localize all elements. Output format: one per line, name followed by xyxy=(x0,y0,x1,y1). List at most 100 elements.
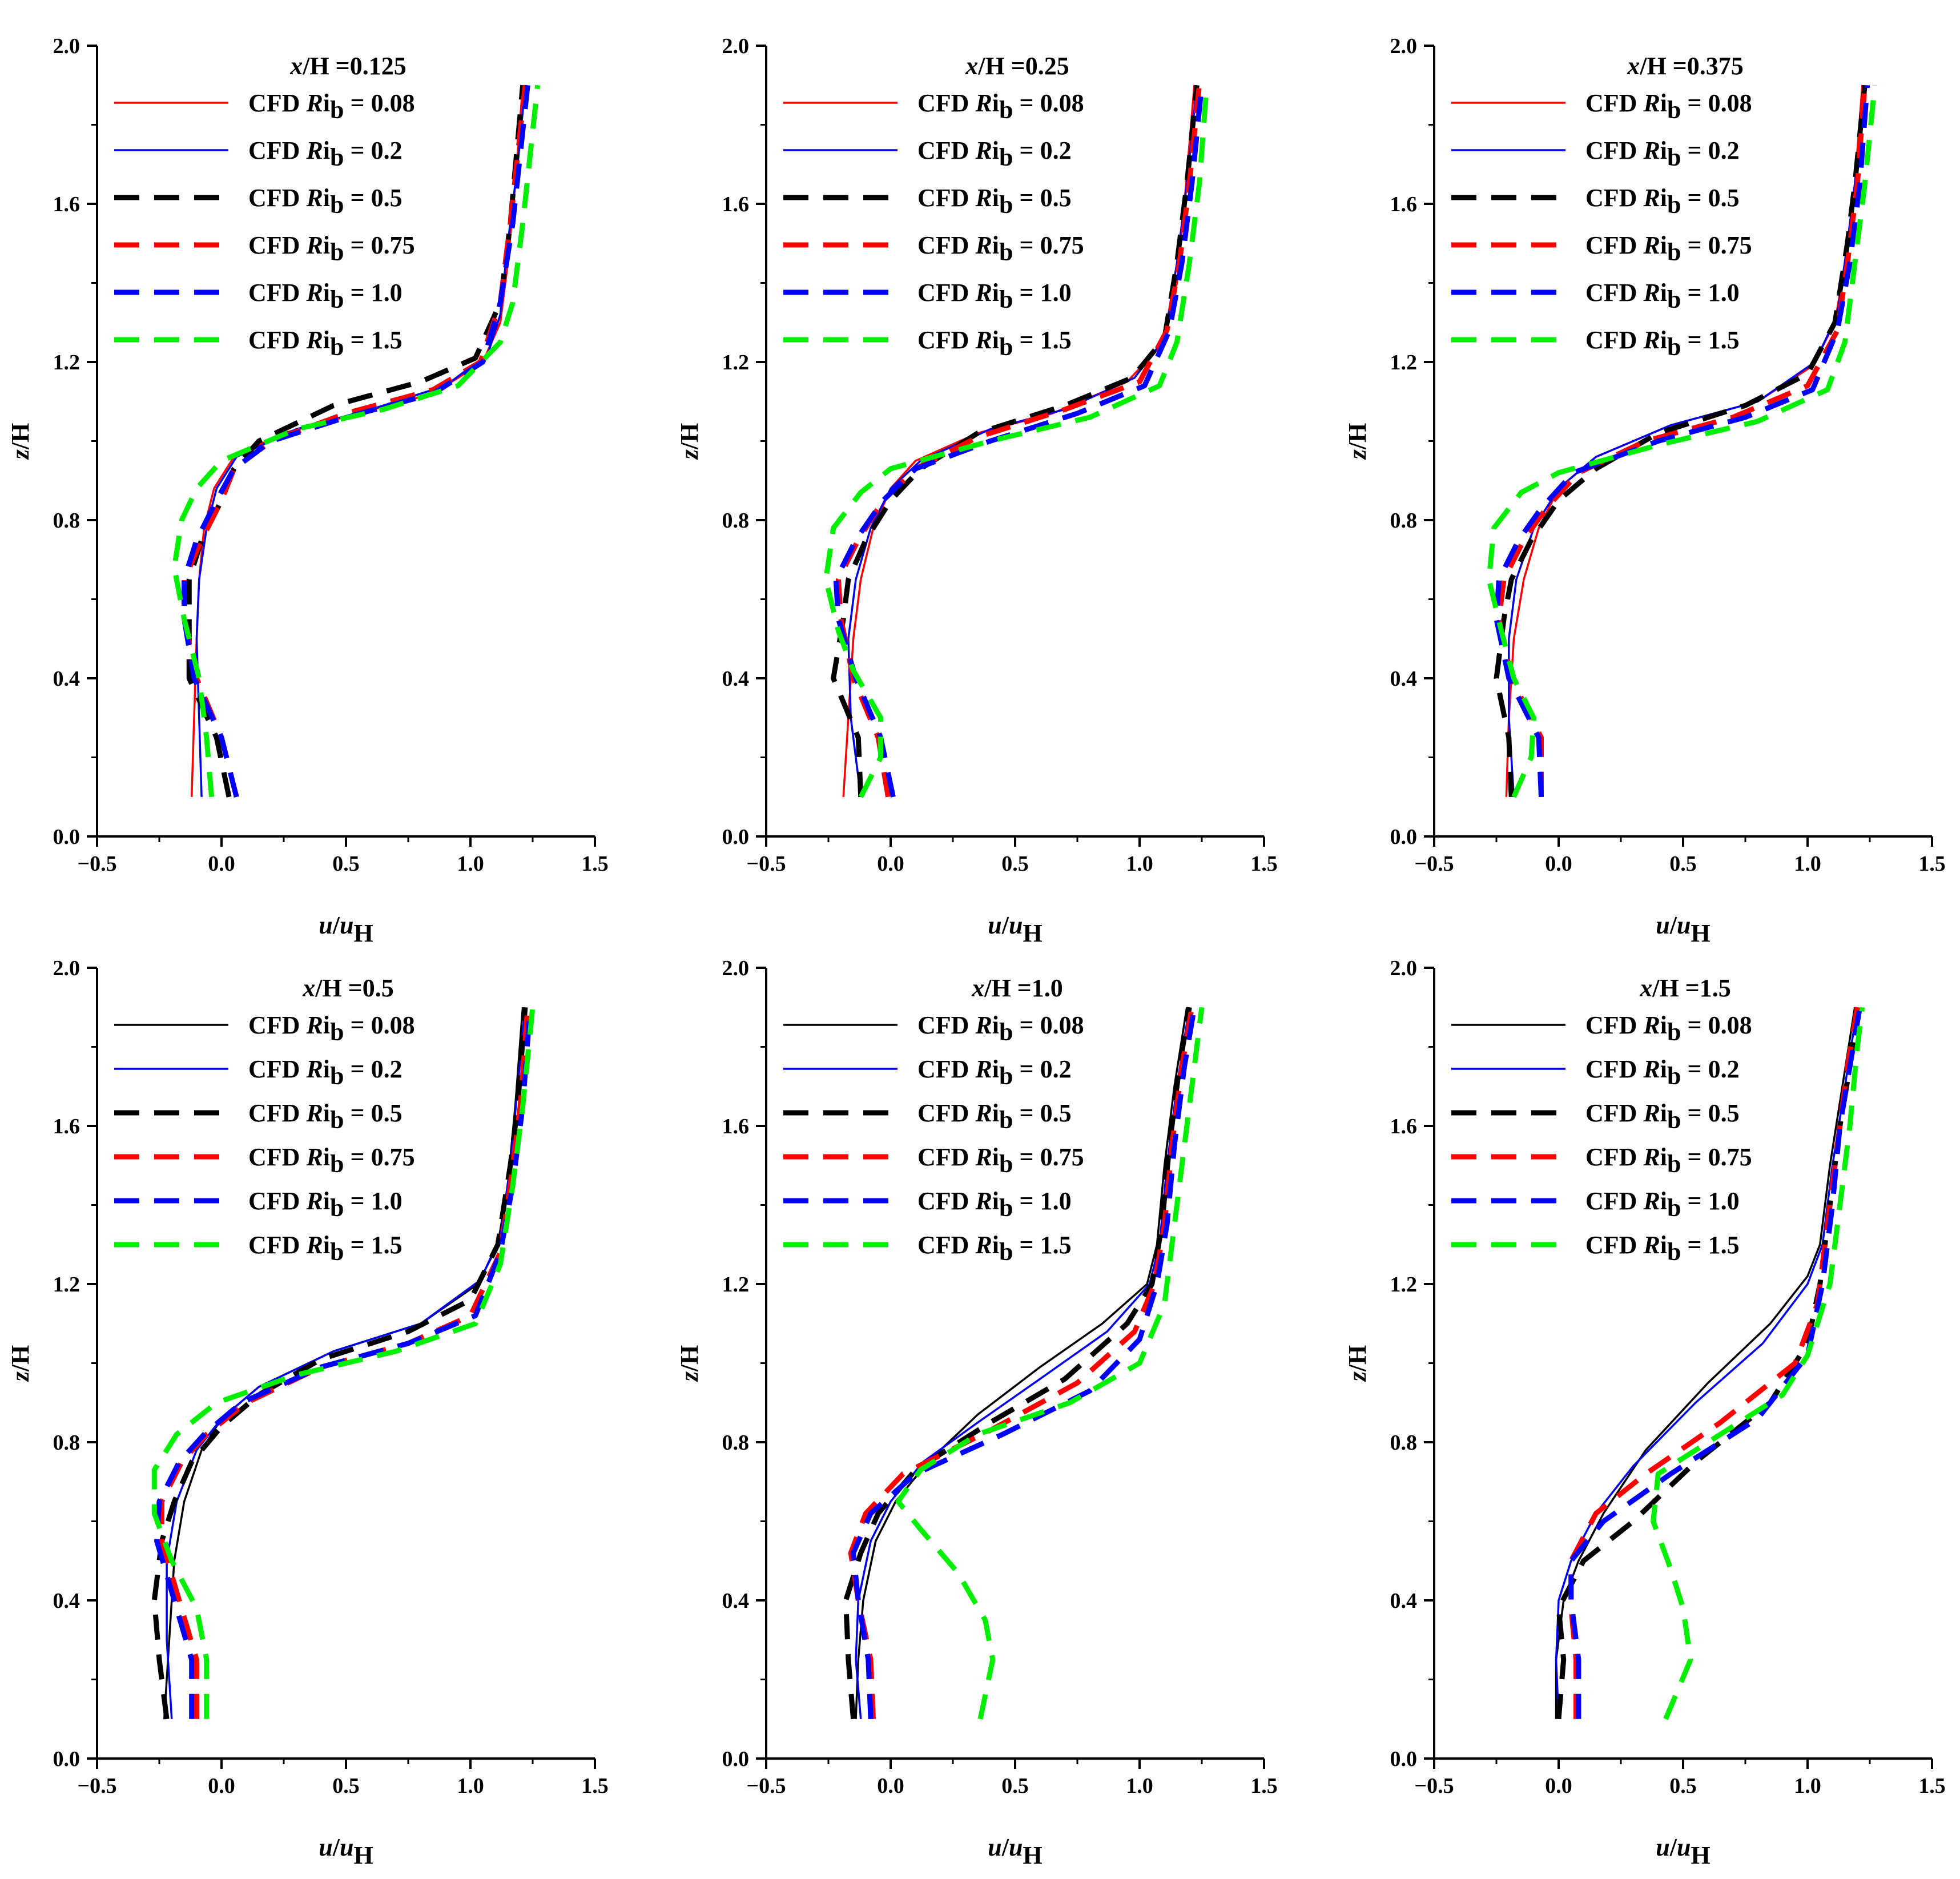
panel-title-var: x xyxy=(965,52,978,80)
legend-label-prefix: CFD xyxy=(1585,184,1643,212)
panel-title: x/H =1.0 xyxy=(971,974,1063,1002)
legend-label-var: R xyxy=(975,326,992,354)
legend-label-subscript: b xyxy=(330,1238,344,1266)
legend-label-value: = 0.2 xyxy=(1681,1055,1740,1083)
chart-panel-1: −0.5 0.0 0.5 1.0 1.50.00.40.81.21.62.0u/uHz/… xyxy=(6,34,609,947)
legend-label-prefix: CFD xyxy=(917,184,975,212)
x-axis-label-subscript: H xyxy=(1691,919,1710,947)
x-axis-label-var2: u xyxy=(1677,1833,1691,1861)
x-axis-label-var: u xyxy=(988,911,1001,939)
y-tick-label: 0.4 xyxy=(722,667,750,691)
series-line-6 xyxy=(1651,1007,1865,1720)
y-axis-label: z/H xyxy=(6,1345,34,1383)
legend-label-value: = 0.75 xyxy=(344,1143,415,1171)
legend-label-rest: i xyxy=(1660,326,1667,354)
y-axis-label-rest: /H xyxy=(1343,1345,1371,1372)
panel-title-rest: /H =0.125 xyxy=(302,52,407,80)
chart-panel-5: −0.5 0.0 0.5 1.0 1.50.00.40.81.21.62.0u/uHz/… xyxy=(675,956,1278,1869)
legend-label-rest: i xyxy=(992,1055,999,1083)
legend-label-4: CFD Rib = 0.75 xyxy=(917,1143,1084,1178)
legend-label-rest: i xyxy=(323,89,330,117)
legend-label-subscript: b xyxy=(999,191,1013,219)
x-tick-label: 0.5 xyxy=(1001,1774,1029,1798)
y-tick-label: 0.0 xyxy=(722,825,750,849)
panel-title-var: x xyxy=(1627,52,1640,80)
series-line-4 xyxy=(159,1007,530,1719)
legend-label-4: CFD Rib = 0.75 xyxy=(917,231,1084,266)
legend-label-3: CFD Rib = 0.5 xyxy=(248,1099,403,1134)
legend-label-1: CFD Rib = 0.08 xyxy=(248,89,415,124)
legend-label-rest: i xyxy=(992,89,999,117)
y-axis-label-rest: /H xyxy=(6,423,34,450)
y-tick-label: 0.4 xyxy=(53,1589,81,1613)
series-line-6 xyxy=(171,85,541,798)
legend-label-subscript: b xyxy=(330,333,344,361)
legend-label-2: CFD Rib = 0.2 xyxy=(248,1055,403,1090)
legend-label-rest: i xyxy=(1660,1143,1667,1171)
x-tick-label: 0.5 xyxy=(1669,1774,1697,1798)
y-axis-label-rest: /H xyxy=(675,1345,703,1372)
legend-label-rest: i xyxy=(992,1099,999,1127)
legend-label-5: CFD Rib = 1.0 xyxy=(1585,279,1740,313)
legend-label-subscript: b xyxy=(999,285,1013,313)
legend-label-rest: i xyxy=(1660,231,1667,259)
legend-label-2: CFD Rib = 0.2 xyxy=(248,136,403,171)
x-axis-label-var2: u xyxy=(1009,911,1023,939)
y-tick-label: 2.0 xyxy=(53,34,81,58)
series-line-5 xyxy=(851,1007,1197,1719)
legend-label-5: CFD Rib = 1.0 xyxy=(248,279,403,313)
legend-label-value: = 1.0 xyxy=(1013,1187,1072,1215)
legend-label-2: CFD Rib = 0.2 xyxy=(1585,1055,1740,1090)
y-tick-label: 1.2 xyxy=(722,351,750,375)
panel-title-rest: /H =0.25 xyxy=(977,52,1069,80)
x-tick-label: 0.5 xyxy=(332,1774,360,1798)
legend-label-subscript: b xyxy=(1667,1150,1681,1178)
legend-label-value: = 0.08 xyxy=(1013,1011,1084,1039)
legend-label-value: = 1.5 xyxy=(1013,326,1072,354)
y-axis-label-var: z xyxy=(6,1371,34,1382)
panel-title: x/H =1.5 xyxy=(1639,974,1731,1002)
legend-label-subscript: b xyxy=(330,96,344,124)
legend-label-1: CFD Rib = 0.08 xyxy=(917,89,1084,124)
chart-panel-6: −0.5 0.0 0.5 1.0 1.50.00.40.81.21.62.0u/uHz/… xyxy=(1343,956,1946,1869)
legend-label-subscript: b xyxy=(330,1150,344,1178)
legend-label-rest: i xyxy=(1660,1011,1667,1039)
x-axis-label-subscript: H xyxy=(353,1841,373,1869)
legend-label-var: R xyxy=(1643,1143,1660,1171)
series-line-3 xyxy=(151,1007,528,1720)
legend-label-prefix: CFD xyxy=(248,89,306,117)
legend-label-subscript: b xyxy=(1667,96,1681,124)
y-axis-label-var: z xyxy=(1343,449,1371,460)
legend-label-prefix: CFD xyxy=(917,231,975,259)
legend-label-var: R xyxy=(1643,326,1660,354)
x-axis-label-var2: u xyxy=(340,1833,353,1861)
chart-panel-2: −0.5 0.0 0.5 1.0 1.50.00.40.81.21.62.0u/uHz/… xyxy=(675,34,1278,947)
legend-label-rest: i xyxy=(992,326,999,354)
legend-label-value: = 0.2 xyxy=(344,136,403,164)
legend-label-var: R xyxy=(1643,184,1660,212)
y-tick-label: 0.8 xyxy=(1390,1431,1418,1455)
legend-label-var: R xyxy=(305,1099,323,1127)
legend-label-value: = 0.75 xyxy=(1013,231,1084,259)
y-axis-label-rest: /H xyxy=(675,423,703,450)
panel-title: x/H =0.125 xyxy=(289,52,407,80)
legend-label-prefix: CFD xyxy=(1585,89,1643,117)
legend-label-var: R xyxy=(975,1187,992,1215)
legend-label-prefix: CFD xyxy=(248,1143,306,1171)
legend-label-prefix: CFD xyxy=(917,89,975,117)
legend-label-5: CFD Rib = 1.0 xyxy=(917,279,1072,313)
legend-label-subscript: b xyxy=(330,191,344,219)
legend-label-prefix: CFD xyxy=(1585,1011,1643,1039)
y-tick-label: 1.6 xyxy=(722,1114,750,1138)
legend-label-rest: i xyxy=(323,1231,330,1259)
legend-label-var: R xyxy=(305,1011,323,1039)
x-axis-label: u/uH xyxy=(988,911,1042,947)
y-tick-label: 0.4 xyxy=(1390,667,1418,691)
legend-label-var: R xyxy=(975,1099,992,1127)
legend-label-5: CFD Rib = 1.0 xyxy=(248,1187,403,1222)
legend-label-rest: i xyxy=(992,231,999,259)
x-tick-label: 1.0 xyxy=(1126,1774,1153,1798)
y-tick-label: 0.0 xyxy=(1390,825,1418,849)
x-tick-label: 1.0 xyxy=(1794,1774,1821,1798)
legend-label-prefix: CFD xyxy=(1585,326,1643,354)
